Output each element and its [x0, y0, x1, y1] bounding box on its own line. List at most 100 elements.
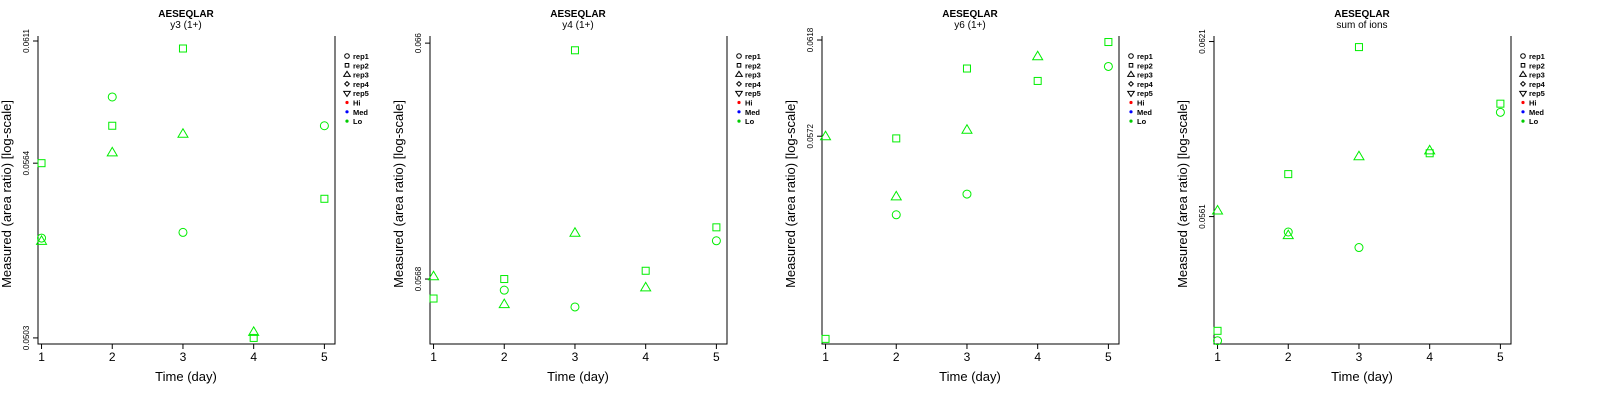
y-axis-label: Measured (area ratio) [log-scale]	[783, 100, 798, 288]
legend-symbol-rep4	[343, 80, 351, 87]
data-point-rep1	[570, 302, 580, 312]
data-point-rep1	[1283, 227, 1293, 237]
legend-symbol-rep5	[734, 90, 744, 98]
legend-label: Hi	[1529, 99, 1537, 108]
data-point-rep3	[177, 127, 189, 138]
data-point-rep3	[819, 130, 832, 141]
y-tick-label: 0.0564	[22, 150, 31, 175]
x-axis-label: Time (day)	[155, 369, 217, 384]
legend-label: rep2	[745, 61, 761, 70]
legend-symbol-Med	[1129, 110, 1133, 114]
x-tick-label: 3	[1356, 350, 1363, 364]
data-point-rep1	[319, 121, 329, 131]
legend-symbol-rep3	[734, 70, 744, 77]
y-tick-label: 0.0503	[22, 325, 31, 350]
data-point-rep2	[320, 194, 329, 203]
legend-label: rep2	[353, 61, 369, 70]
legend-label: rep4	[353, 80, 370, 89]
data-point-rep1	[1354, 243, 1364, 253]
legend-symbol-Lo	[1129, 119, 1133, 123]
x-tick-label: 1	[822, 350, 829, 364]
data-point-rep3	[569, 226, 581, 237]
legend-label: Med	[353, 108, 368, 117]
x-tick-label: 2	[501, 350, 508, 364]
x-tick-label: 4	[642, 350, 649, 364]
x-tick-label: 4	[1426, 350, 1433, 364]
x-tick-label: 1	[1214, 350, 1221, 364]
data-point-rep1	[711, 236, 721, 246]
legend-symbol-rep2	[1128, 63, 1134, 68]
data-point-rep2	[429, 294, 438, 303]
data-point-rep3	[961, 123, 973, 134]
data-point-rep3	[498, 298, 511, 309]
y-axis-label: Measured (area ratio) [log-scale]	[0, 100, 14, 288]
data-point-rep3	[35, 234, 48, 245]
legend-label: rep2	[1137, 61, 1153, 70]
data-point-rep3	[106, 146, 119, 157]
plot-frame	[429, 36, 728, 345]
legend-symbol-rep4	[735, 80, 743, 87]
data-point-rep1	[37, 233, 47, 243]
legend-symbol-rep4	[1519, 80, 1527, 87]
legend-symbol-rep1	[344, 53, 350, 59]
data-point-rep2	[500, 275, 509, 284]
data-point-rep2	[1354, 43, 1363, 52]
x-tick-label: 3	[964, 350, 971, 364]
legend-label: Lo	[1529, 117, 1539, 126]
legend-symbol-rep5	[1126, 90, 1136, 98]
legend-label: Med	[1529, 108, 1544, 117]
data-point-rep1	[1495, 107, 1505, 117]
legend-label: rep2	[1529, 61, 1545, 70]
data-point-rep1	[1103, 61, 1113, 71]
legend-symbol-Hi	[737, 100, 741, 105]
legend-symbol-Hi	[345, 100, 349, 105]
legend-label: rep3	[353, 71, 369, 80]
data-point-rep2	[249, 333, 258, 342]
data-point-rep1	[178, 227, 188, 237]
legend-label: rep4	[1529, 80, 1546, 89]
x-tick-label: 1	[430, 350, 437, 364]
legend-label: rep3	[745, 71, 761, 80]
chart-subtitle: y4 (1+)	[562, 20, 593, 31]
legend-label: rep3	[1137, 71, 1153, 80]
chart-subtitle: sum of ions	[1336, 20, 1387, 31]
x-tick-label: 4	[1034, 350, 1041, 364]
legend-symbol-rep5	[342, 90, 352, 98]
x-tick-label: 3	[180, 350, 187, 364]
x-tick-label: 3	[572, 350, 579, 364]
y-axis-label: Measured (area ratio) [log-scale]	[1175, 100, 1190, 288]
legend-symbol-Med	[1521, 110, 1525, 114]
data-point-rep1	[891, 210, 901, 220]
data-point-rep2	[641, 266, 650, 275]
legend-label: rep4	[1137, 80, 1154, 89]
x-tick-label: 2	[1285, 350, 1292, 364]
legend-label: rep3	[1529, 71, 1545, 80]
data-point-rep2	[1213, 326, 1222, 335]
data-point-rep3	[1211, 204, 1224, 215]
legend-symbol-rep1	[736, 53, 742, 59]
y-tick-label: 0.066	[414, 33, 423, 54]
legend-symbol-Hi	[1129, 100, 1133, 105]
y-tick-label: 0.0621	[1198, 29, 1207, 54]
data-point-rep2	[1496, 99, 1505, 108]
x-axis-label: Time (day)	[1331, 369, 1393, 384]
legend-symbol-rep1	[1128, 53, 1134, 59]
data-point-rep3	[1031, 50, 1044, 61]
chart-title: AESEQLAR	[550, 9, 606, 20]
data-point-rep3	[247, 325, 260, 336]
data-point-rep2	[892, 134, 901, 143]
legend-symbol-Hi	[1521, 100, 1525, 105]
legend-label: Med	[745, 108, 760, 117]
legend-symbol-rep2	[344, 63, 350, 68]
data-point-rep3	[1423, 144, 1436, 155]
legend-label: Med	[1137, 108, 1152, 117]
x-tick-label: 1	[38, 350, 45, 364]
chart-title: AESEQLAR	[1334, 9, 1390, 20]
legend-label: Lo	[1137, 117, 1147, 126]
